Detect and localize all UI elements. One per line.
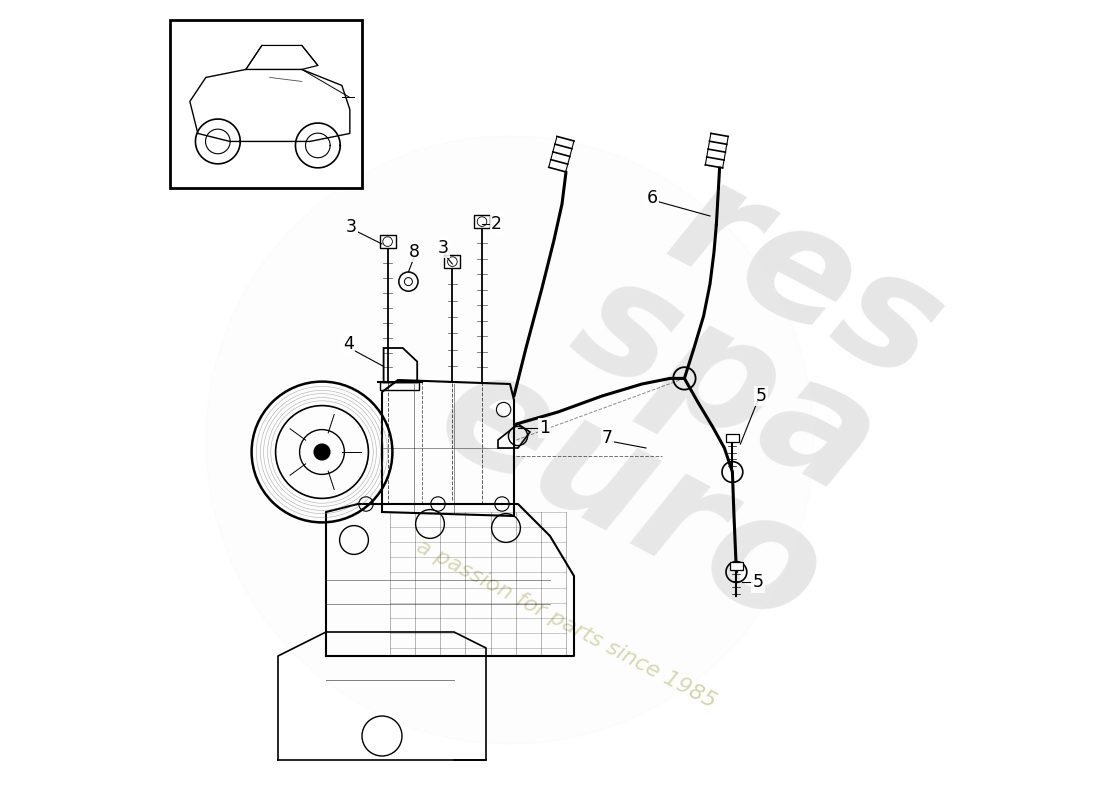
- Bar: [730, 562, 743, 570]
- Text: 3: 3: [346, 218, 358, 236]
- Text: euro: euro: [412, 331, 848, 661]
- Text: 8: 8: [408, 243, 419, 261]
- Text: 3: 3: [438, 239, 449, 257]
- Text: 7: 7: [602, 430, 613, 447]
- Text: 1: 1: [539, 419, 550, 437]
- Text: res: res: [645, 146, 967, 414]
- Text: 6: 6: [647, 190, 658, 207]
- Text: spa: spa: [550, 241, 902, 527]
- Text: a passion for parts since 1985: a passion for parts since 1985: [412, 536, 719, 712]
- Bar: [444, 255, 461, 268]
- Bar: [379, 235, 396, 248]
- Bar: [381, 382, 419, 390]
- Bar: [170, 20, 362, 188]
- Text: 4: 4: [343, 335, 354, 353]
- Polygon shape: [206, 136, 814, 744]
- Text: 5: 5: [756, 387, 767, 405]
- Text: 2: 2: [491, 215, 502, 233]
- Bar: [474, 215, 490, 228]
- Circle shape: [314, 444, 330, 460]
- Text: 5: 5: [752, 574, 763, 591]
- Bar: [726, 434, 739, 442]
